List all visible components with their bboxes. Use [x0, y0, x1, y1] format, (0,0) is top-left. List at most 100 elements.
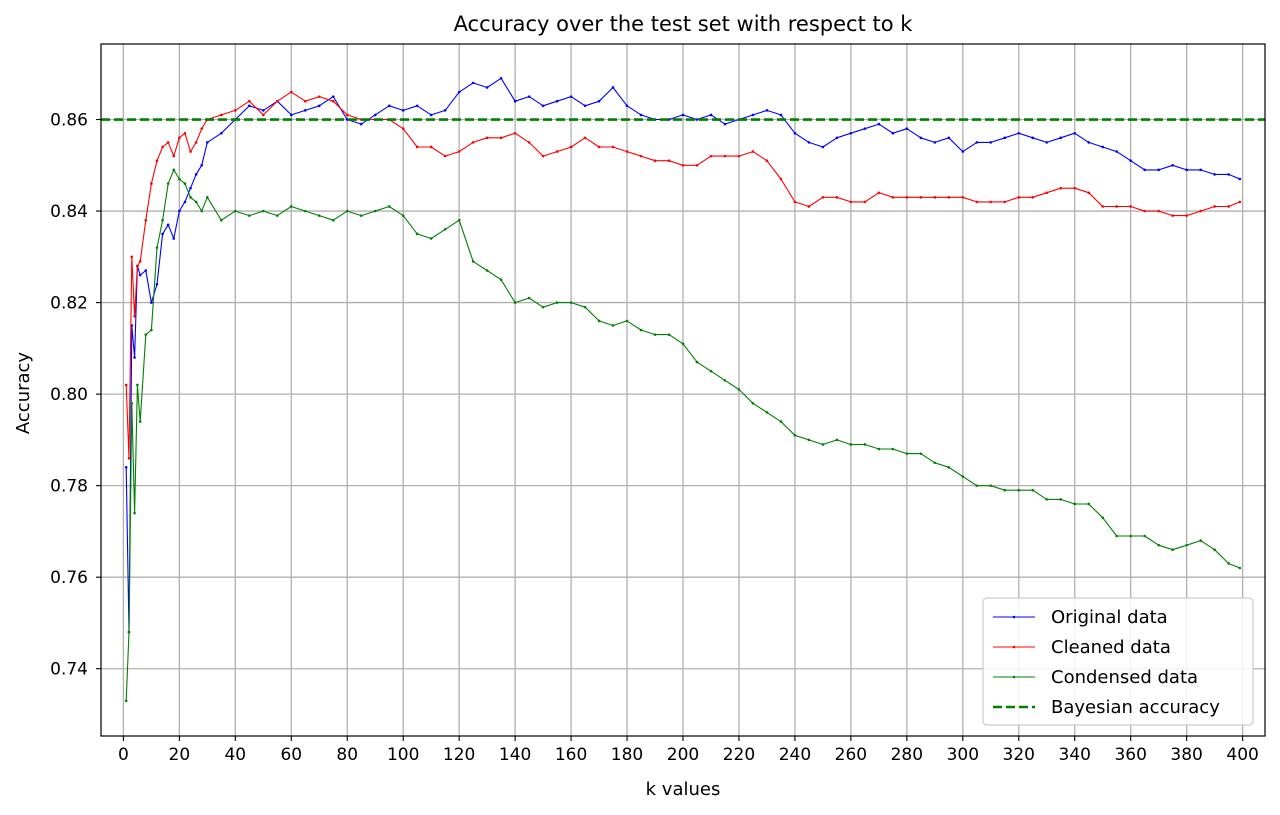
x-tick-label: 240: [779, 745, 811, 765]
cleaned-data-point: [1213, 205, 1216, 208]
x-tick-label: 40: [224, 745, 246, 765]
original-data-point: [1129, 159, 1132, 163]
original-data-point: [583, 104, 587, 108]
original-data-point: [373, 113, 377, 117]
y-tick-label: 0.76: [50, 568, 88, 588]
condensed-data-point: [849, 443, 853, 446]
original-data-point: [1101, 145, 1105, 149]
condensed-data-point: [1157, 543, 1160, 547]
x-tick-label: 0: [118, 745, 129, 765]
cleaned-data-point: [401, 127, 405, 130]
cleaned-data-point: [653, 159, 657, 163]
original-data-point: [1185, 168, 1188, 172]
original-data-point: [166, 223, 170, 227]
condensed-data-point: [667, 333, 671, 336]
cleaned-data-point: [220, 113, 223, 117]
x-tick-label: 360: [1114, 745, 1146, 765]
condensed-data-point: [1213, 548, 1216, 552]
original-data-point: [863, 127, 867, 130]
cleaned-data-point: [172, 154, 176, 158]
condensed-data-point: [611, 324, 615, 327]
cleaned-data-point: [975, 200, 979, 204]
original-data-point: [765, 109, 769, 112]
cleaned-data-point: [457, 150, 461, 153]
cleaned-data-point: [200, 127, 204, 130]
condensed-data-point: [989, 484, 993, 487]
cleaned-data-point: [625, 150, 629, 153]
cleaned-data-point: [1129, 205, 1132, 208]
original-data-point: [133, 356, 136, 359]
x-tick-label: 220: [723, 745, 755, 765]
cleaned-data-point: [667, 159, 671, 163]
condensed-data-point: [933, 461, 937, 465]
cleaned-data-point: [194, 141, 198, 144]
condensed-data-point: [155, 246, 159, 249]
cleaned-data-point: [1143, 209, 1146, 213]
cleaned-data-point: [779, 177, 783, 181]
condensed-data-point: [499, 278, 503, 282]
condensed-data-point: [793, 434, 797, 437]
original-data-point: [1115, 150, 1119, 153]
original-data-line: [125, 77, 1241, 633]
cleaned-data-point: [150, 182, 153, 185]
original-data-point: [471, 81, 475, 85]
original-data-point: [919, 136, 923, 140]
cleaned-data-point: [555, 150, 559, 153]
condensed-data-point: [597, 319, 601, 323]
original-data-point: [150, 301, 153, 304]
x-tick-label: 20: [169, 745, 191, 765]
condensed-data-points: [124, 168, 1242, 703]
original-data-point: [144, 269, 148, 272]
legend-label-bayesian-accuracy: Bayesian accuracy: [1051, 697, 1220, 718]
condensed-data-point: [144, 333, 148, 336]
x-tick-label: 80: [336, 745, 358, 765]
cleaned-data-point: [947, 196, 951, 199]
cleaned-data-point: [639, 154, 643, 158]
cleaned-data-point: [130, 255, 134, 259]
original-data-point: [989, 141, 993, 144]
cleaned-data-point: [863, 200, 867, 204]
x-tick-label: 400: [1226, 745, 1258, 765]
cleaned-data-point: [1087, 191, 1091, 195]
legend-marker-cleaned-data: [1012, 645, 1016, 649]
condensed-data-point: [261, 209, 265, 213]
condensed-data-point: [317, 214, 321, 217]
original-data-point: [1031, 136, 1035, 140]
condensed-data-point: [1045, 498, 1049, 501]
original-data-point: [155, 282, 159, 286]
original-data-point: [1157, 168, 1160, 172]
legend-label-original-data: Original data: [1051, 607, 1168, 628]
cleaned-data-point: [611, 145, 615, 149]
cleaned-data-point: [345, 113, 349, 117]
original-data-point: [124, 466, 128, 469]
original-data-point: [178, 209, 181, 213]
x-tick-label: 60: [280, 745, 302, 765]
legend-label-condensed-data: Condensed data: [1051, 667, 1198, 688]
cleaned-data-point: [1073, 186, 1077, 190]
condensed-data-point: [220, 218, 223, 222]
condensed-data-point: [807, 438, 811, 442]
condensed-data-point: [345, 209, 349, 213]
original-data-points: [124, 77, 1242, 634]
condensed-data-point: [150, 328, 153, 332]
condensed-data-point: [877, 447, 881, 451]
condensed-data-point: [1143, 534, 1146, 538]
condensed-data-point: [1185, 543, 1188, 547]
cleaned-data-point: [1185, 214, 1188, 217]
condensed-data-point: [130, 401, 134, 405]
condensed-data-point: [695, 360, 699, 364]
cleaned-data-point: [1031, 196, 1035, 199]
condensed-data-point: [919, 452, 923, 455]
original-data-point: [541, 104, 545, 108]
cleaned-data-point: [597, 145, 601, 149]
cleaned-data-point: [1157, 209, 1160, 213]
cleaned-data-point: [849, 200, 853, 204]
original-data-point: [933, 141, 937, 144]
cleaned-data-point: [303, 99, 307, 103]
condensed-data-point: [136, 383, 139, 387]
condensed-data-point: [751, 401, 755, 405]
cleaned-data-point: [1171, 214, 1174, 217]
condensed-data-point: [124, 699, 128, 703]
cleaned-data-point: [709, 154, 713, 158]
condensed-data-point: [513, 301, 517, 304]
